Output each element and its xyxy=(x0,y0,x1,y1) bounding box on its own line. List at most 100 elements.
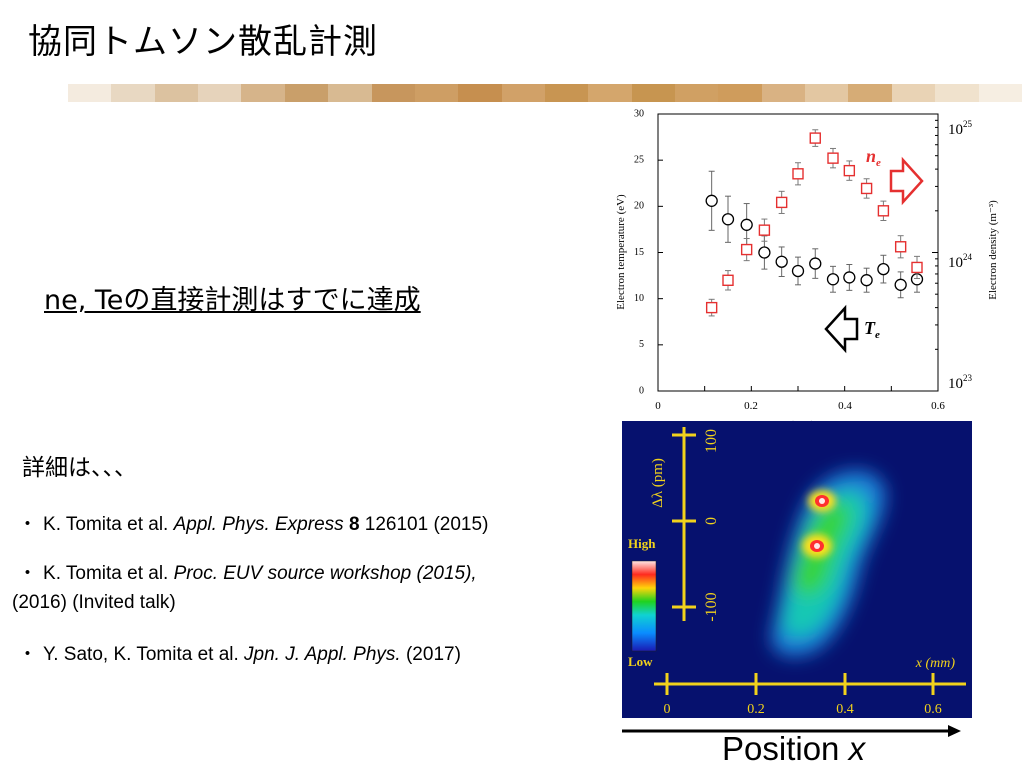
bar-segment xyxy=(328,84,372,102)
axis-ticks xyxy=(657,113,939,392)
right-arrow-icon xyxy=(889,156,924,206)
bar-segment xyxy=(718,84,762,102)
x-tick-label: 0 xyxy=(664,702,671,717)
bar-segment xyxy=(675,84,719,102)
te-data-point xyxy=(775,255,788,268)
x-tick-label: 0.2 xyxy=(744,400,758,412)
y-tick-label: 100 xyxy=(703,429,720,453)
left-arrow-icon xyxy=(824,304,859,354)
temperature-density-chart: 0 0.2 0.4 0.6 x (mm) 0 5 10 15 20 25 30 … xyxy=(615,108,999,430)
reference-rest: 126101 (2015) xyxy=(359,514,489,535)
y-tick-label: 15 xyxy=(634,247,644,258)
bar-segment xyxy=(198,84,242,102)
reference-authors: K. Tomita et al. xyxy=(43,563,174,584)
bar-segment xyxy=(761,84,806,102)
bar-segment xyxy=(978,84,1022,102)
ne-data-point xyxy=(877,205,890,217)
bar-segment xyxy=(241,84,285,102)
bar-segment xyxy=(501,84,545,102)
colorbar xyxy=(631,560,657,652)
reference-item: ・ K. Tomita et al. Appl. Phys. Express 8 … xyxy=(12,510,592,539)
y2-tick-base: 10 xyxy=(948,122,963,138)
arrow-head xyxy=(948,725,961,737)
bar-segment xyxy=(111,84,155,102)
annotation-subscript: e xyxy=(876,157,881,169)
plot-frame xyxy=(657,113,939,392)
reference-journal: Appl. Phys. Express xyxy=(173,514,344,535)
bar-segment xyxy=(588,84,632,102)
y-tick-label: -100 xyxy=(703,592,720,621)
bar-segment xyxy=(631,84,676,102)
ne-data-point xyxy=(843,164,856,177)
reference-journal: Proc. EUV source workshop (2015), xyxy=(173,563,477,584)
bar-segment xyxy=(154,84,199,102)
position-label-text: Position xyxy=(722,730,849,767)
y-axis-label: Δλ (pm) xyxy=(650,458,666,508)
ne-data-point xyxy=(809,132,821,144)
hot-spot-peak xyxy=(819,498,825,504)
bar-segment xyxy=(371,84,415,102)
y2-tick-base: 10 xyxy=(948,255,963,271)
te-data-point xyxy=(894,278,907,291)
reference-rest: (2016) (Invited talk) xyxy=(12,592,176,613)
y-tick-label: 30 xyxy=(634,108,644,119)
y2-tick-exponent: 25 xyxy=(963,119,973,129)
te-data-point xyxy=(826,273,840,286)
ne-data-point xyxy=(775,196,788,209)
y-tick-label: 5 xyxy=(639,339,644,350)
colorbar-low-label: Low xyxy=(628,654,653,669)
position-arrow-icon xyxy=(622,725,961,737)
ne-data-point xyxy=(758,224,771,236)
te-data-point xyxy=(740,218,753,231)
reference-rest: (2017) xyxy=(400,644,461,665)
reference-journal: Jpn. J. Appl. Phys. xyxy=(244,644,401,665)
te-data-point xyxy=(860,274,873,287)
bar-segment xyxy=(935,84,979,102)
te-annotation-label: Te xyxy=(864,318,880,341)
ne-data-point xyxy=(792,168,804,180)
bullet-mark: ・ xyxy=(18,563,38,584)
x-tick-label: 0 xyxy=(655,400,661,412)
bar-segment xyxy=(848,84,892,102)
ne-data-point xyxy=(740,243,753,256)
x-tick-label: 0.2 xyxy=(747,702,765,717)
x-tick-label: 0.6 xyxy=(931,400,945,412)
y2-tick-label: 1025 xyxy=(948,119,973,138)
bar-segment xyxy=(458,84,502,102)
bar-segment xyxy=(284,84,329,102)
bar-segment xyxy=(891,84,936,102)
bar-segment xyxy=(805,84,849,102)
details-heading: 詳細は、、、 xyxy=(22,455,137,481)
bar-segment xyxy=(414,84,459,102)
te-data-point xyxy=(809,257,822,270)
ne-data-point xyxy=(860,182,873,195)
y-tick-label: 0 xyxy=(639,385,644,396)
y-tick-label: 10 xyxy=(634,293,644,304)
y2-tick-label: 1023 xyxy=(948,373,973,392)
y-tick-label: 20 xyxy=(634,201,644,212)
x-tick-label: 0.6 xyxy=(924,702,942,717)
te-data-point xyxy=(843,271,856,284)
te-data-point xyxy=(721,213,735,226)
position-axis-label: Position x xyxy=(722,730,865,768)
reference-authors: K. Tomita et al. xyxy=(43,514,174,535)
annotation-subscript: e xyxy=(875,329,880,341)
y-tick-label: 25 xyxy=(634,154,644,165)
reference-volume: 8 xyxy=(348,514,360,535)
x-tick-label: 0.4 xyxy=(838,400,852,412)
te-data-point xyxy=(877,262,890,276)
te-data-point xyxy=(758,246,771,259)
bar-segment xyxy=(68,84,112,102)
reference-item: ・ K. Tomita et al. Proc. EUV source works… xyxy=(12,559,592,617)
x-tick-label: 0.4 xyxy=(836,702,854,717)
summary-statement: ne, Teの直接計測はすでに達成 xyxy=(44,285,421,316)
ne-data-point xyxy=(827,152,839,164)
spectral-heatmap: 100 0 -100 Δλ (pm) High Low 0 0.2 0.4 0.… xyxy=(622,421,972,718)
bullet-mark: ・ xyxy=(18,514,38,535)
colorbar-high-label: High xyxy=(628,536,656,551)
ne-annotation-label: ne xyxy=(866,146,881,169)
reference-authors: Y. Sato, K. Tomita et al. xyxy=(43,644,245,665)
y2-tick-label: 1024 xyxy=(948,252,973,271)
y-tick-label: 0 xyxy=(703,517,720,525)
ne-data-point xyxy=(722,274,734,286)
